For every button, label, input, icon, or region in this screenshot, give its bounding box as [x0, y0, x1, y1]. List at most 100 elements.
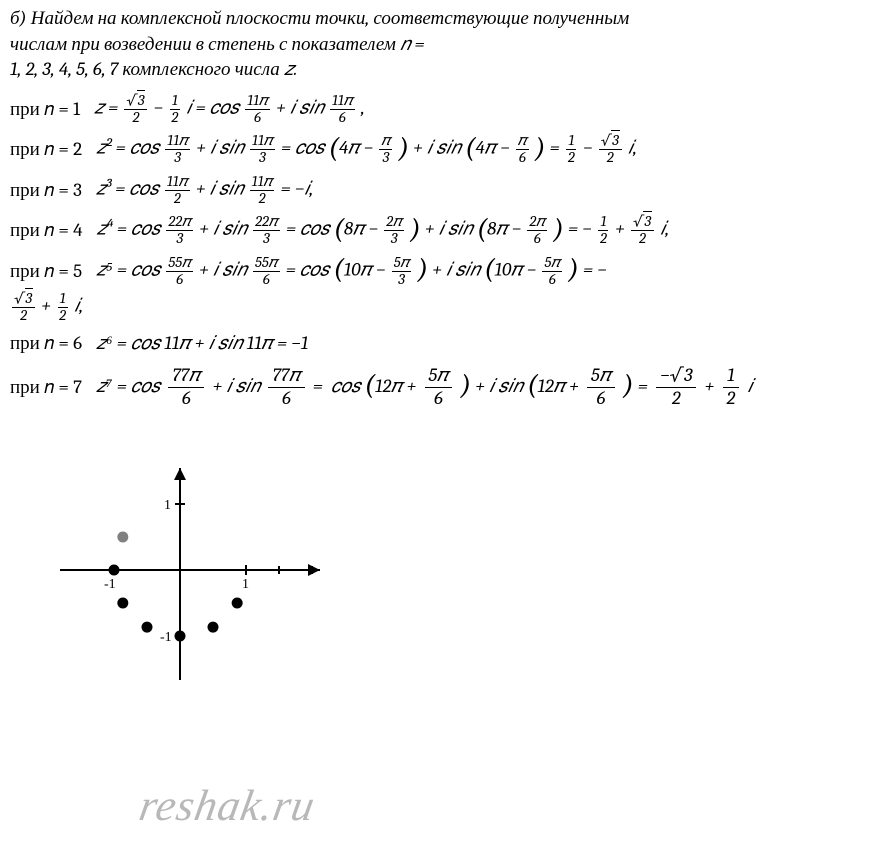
ps2: + 𝑖 𝑠𝑖𝑛	[475, 375, 527, 397]
eq2: =	[638, 375, 652, 397]
cos: 𝑐𝑜𝑠	[331, 375, 360, 397]
i: 𝑖	[186, 97, 191, 119]
r: 3	[643, 211, 652, 230]
num: 3	[137, 90, 146, 109]
intro-line3: 1, 2, 3, 4, 5, 6, 7 комплексного числа 𝑧…	[10, 58, 297, 80]
row-n2-math: 𝑧² = 𝑐𝑜𝑠 11𝜋3 + 𝑖 𝑠𝑖𝑛 11𝜋3 = 𝑐𝑜𝑠 (4𝜋 − 𝜋…	[96, 133, 637, 166]
ps: + 𝑖 𝑠𝑖𝑛	[213, 375, 261, 397]
twp2: 12𝜋 +	[538, 375, 584, 397]
den: 6	[337, 110, 348, 126]
ep: 8𝜋 −	[344, 218, 382, 240]
ps: + 𝑖 𝑠𝑖𝑛	[199, 218, 247, 240]
d: 3	[389, 231, 400, 247]
svg-text:1: 1	[242, 577, 249, 592]
den: 2	[169, 110, 180, 126]
den: 6	[517, 150, 528, 166]
den: 3	[381, 150, 392, 166]
frac-11pi6: 11𝜋 6	[245, 93, 270, 126]
complex-plane-chart: -11-11	[50, 460, 865, 694]
row-n6-label: при 𝑛 = 6	[10, 332, 82, 355]
cos: 𝑐𝑜𝑠	[210, 97, 239, 119]
d: 6	[532, 231, 543, 247]
d: 6	[278, 388, 295, 410]
pl: +	[41, 295, 55, 317]
watermark: reshak.ru	[136, 780, 320, 831]
row-n1-math: 𝑧 = 3 2 − 1 2 𝑖 = 𝑐𝑜𝑠 11𝜋 6 + 𝑖 𝑠𝑖𝑛 11𝜋 …	[94, 93, 365, 126]
den: 2	[130, 110, 141, 126]
row-n6: при 𝑛 = 6 𝑧⁶ = 𝑐𝑜𝑠 11𝜋 + 𝑖 𝑠𝑖𝑛 11𝜋 = −1	[10, 332, 865, 355]
eq: =	[196, 97, 210, 119]
n: 5𝜋	[587, 365, 615, 388]
eni: = −𝑖,	[281, 178, 314, 200]
row-n6-math: 𝑧⁶ = 𝑐𝑜𝑠 11𝜋 + 𝑖 𝑠𝑖𝑛 11𝜋 = −1	[96, 332, 308, 355]
row-n4-math: 𝑧⁴ = 𝑐𝑜𝑠 22𝜋3 + 𝑖 𝑠𝑖𝑛 22𝜋3 = 𝑐𝑜𝑠 (8𝜋 − 2…	[96, 214, 669, 247]
intro-line1: б) Найдем на комплексной плоскости точки…	[10, 7, 629, 29]
frac-sqrt3-2: 3 2	[124, 93, 147, 126]
row-n5-label: при 𝑛 = 5	[10, 260, 82, 283]
pisin: + 𝑖 𝑠𝑖𝑛	[196, 137, 244, 159]
svg-text:1: 1	[164, 498, 171, 513]
row-n5: при 𝑛 = 5 𝑧⁵ = 𝑐𝑜𝑠 55𝜋6 + 𝑖 𝑠𝑖𝑛 55𝜋6 = 𝑐…	[10, 255, 865, 288]
d: 2	[172, 191, 183, 207]
d: 2	[598, 231, 609, 247]
d: 2	[637, 231, 648, 247]
d: 2	[57, 308, 68, 324]
comma: ,	[361, 97, 365, 119]
svg-text:-1: -1	[104, 577, 116, 592]
icom: 𝑖,	[628, 137, 637, 159]
row-n3-math: 𝑧³ = 𝑐𝑜𝑠 11𝜋2 + 𝑖 𝑠𝑖𝑛 11𝜋2 = −𝑖,	[96, 174, 313, 207]
ep2: 8𝜋 −	[487, 218, 525, 240]
eqcos: = 𝑐𝑜𝑠	[281, 137, 329, 159]
row-n7-label: при 𝑛 = 7	[10, 376, 82, 399]
enh: = −	[568, 218, 596, 240]
chart-svg: -11-11	[50, 460, 330, 690]
den: 3	[172, 150, 183, 166]
d: 2	[18, 308, 29, 324]
d: 6	[261, 272, 272, 288]
row-n5-cont: 32 + 12 𝑖,	[10, 291, 865, 324]
d: 2	[723, 388, 740, 410]
den: 2	[566, 150, 577, 166]
ic: 𝑖,	[660, 218, 669, 240]
fourpi: 4𝜋 −	[339, 137, 377, 159]
row-n1-label: при 𝑛 = 1	[10, 98, 80, 121]
z4: 𝑧⁴ = 𝑐𝑜𝑠	[96, 218, 160, 240]
d: 6	[174, 272, 185, 288]
n: 1	[723, 365, 739, 388]
den: 6	[252, 110, 263, 126]
d: 2	[668, 388, 685, 410]
tp: 10𝜋 −	[344, 259, 390, 281]
n: 5𝜋	[425, 365, 453, 388]
d: 6	[593, 388, 610, 410]
i: 𝑖	[747, 375, 752, 397]
row-n5-math: 𝑧⁵ = 𝑐𝑜𝑠 55𝜋6 + 𝑖 𝑠𝑖𝑛 55𝜋6 = 𝑐𝑜𝑠 (10𝜋 − …	[96, 255, 607, 288]
z7: 𝑧⁷ = 𝑐𝑜𝑠	[96, 375, 160, 397]
minus2: −	[583, 137, 597, 159]
row-n2-label: при 𝑛 = 2	[10, 138, 82, 161]
d: 6	[430, 388, 447, 410]
n: 77𝜋	[268, 365, 304, 388]
ic: 𝑖,	[74, 295, 83, 317]
tn: = −	[583, 259, 607, 281]
z2: 𝑧² = 𝑐𝑜𝑠	[96, 137, 159, 159]
row-n2: при 𝑛 = 2 𝑧² = 𝑐𝑜𝑠 11𝜋3 + 𝑖 𝑠𝑖𝑛 11𝜋3 = 𝑐…	[10, 133, 865, 166]
ec: = 𝑐𝑜𝑠	[286, 218, 334, 240]
row-n1: при 𝑛 = 1 𝑧 = 3 2 − 1 2 𝑖 = 𝑐𝑜𝑠 11𝜋 6 + …	[10, 93, 865, 126]
row-n4: при 𝑛 = 4 𝑧⁴ = 𝑐𝑜𝑠 22𝜋3 + 𝑖 𝑠𝑖𝑛 22𝜋3 = 𝑐…	[10, 214, 865, 247]
d: 3	[174, 231, 185, 247]
frac-half: 1 2	[169, 93, 180, 126]
ps2: + 𝑖 𝑠𝑖𝑛	[432, 259, 484, 281]
pisin2: + 𝑖 𝑠𝑖𝑛	[413, 137, 465, 159]
z-eq: 𝑧 =	[94, 97, 118, 119]
minus: −	[154, 97, 168, 119]
twp: 12𝜋 +	[375, 375, 421, 397]
ps: + 𝑖 𝑠𝑖𝑛	[199, 259, 247, 281]
d: 2	[257, 191, 268, 207]
ps2: + 𝑖 𝑠𝑖𝑛	[425, 218, 477, 240]
row-n7: при 𝑛 = 7 𝑧⁷ = 𝑐𝑜𝑠 77𝜋6 + 𝑖 𝑠𝑖𝑛 77𝜋6 = 𝑐…	[10, 365, 865, 410]
den: 3	[257, 150, 268, 166]
ps: + 𝑖 𝑠𝑖𝑛	[196, 178, 244, 200]
row-n3-label: при 𝑛 = 3	[10, 179, 82, 202]
intro-line2: числам при возведении в степень с показа…	[10, 33, 425, 55]
d: 3	[396, 272, 407, 288]
